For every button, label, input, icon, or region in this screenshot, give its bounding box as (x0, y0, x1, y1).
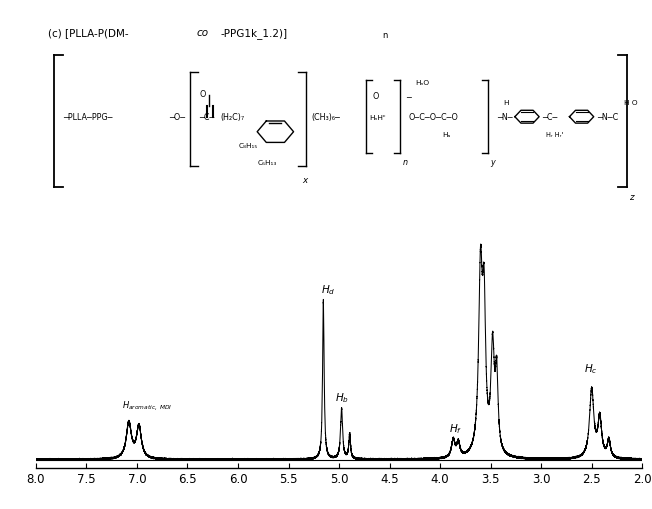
Text: O: O (200, 90, 206, 98)
Text: $\mathregular{H_c}$: $\mathregular{H_c}$ (584, 361, 597, 375)
Text: x: x (303, 175, 308, 184)
Text: H: H (503, 100, 509, 105)
Text: $\mathregular{H_d}$: $\mathregular{H_d}$ (321, 283, 335, 297)
Text: HₙHᶜ: HₙHᶜ (369, 115, 386, 121)
Text: $\mathregular{H_b}$: $\mathregular{H_b}$ (335, 390, 349, 404)
Text: HₙO: HₙO (415, 80, 429, 86)
Text: O─C─O─C─O: O─C─O─C─O (409, 113, 458, 122)
Text: C₆H₁₃: C₆H₁₃ (257, 159, 276, 165)
Text: ─PLLA─PPG─: ─PLLA─PPG─ (63, 113, 113, 122)
Text: -PPG1k_1.2)]: -PPG1k_1.2)] (221, 27, 288, 39)
Text: H O: H O (624, 100, 638, 105)
Text: z: z (629, 192, 634, 201)
Text: ─C─: ─C─ (542, 113, 557, 122)
Text: ─O─: ─O─ (170, 113, 185, 122)
Text: ─: ─ (406, 92, 411, 101)
Text: co: co (196, 27, 209, 38)
Text: n: n (383, 31, 388, 40)
Text: ─N─C: ─N─C (597, 113, 618, 122)
Text: Hᵣ Hᵣ': Hᵣ Hᵣ' (546, 132, 564, 137)
Text: (c) [PLLA-P(DM-: (c) [PLLA-P(DM- (48, 27, 128, 38)
Text: $\mathregular{H_f}$: $\mathregular{H_f}$ (449, 421, 462, 435)
Text: Hₐ: Hₐ (442, 132, 451, 137)
Text: n: n (403, 158, 408, 167)
Text: y: y (491, 158, 496, 167)
Text: ─N─: ─N─ (497, 113, 512, 122)
Text: $\mathregular{H_{aromatic,\ MDI}}$: $\mathregular{H_{aromatic,\ MDI}}$ (122, 399, 172, 413)
Text: C₈H₁₅: C₈H₁₅ (239, 143, 258, 148)
Text: O: O (372, 92, 379, 101)
Text: ─C─: ─C─ (200, 113, 215, 122)
Text: (H₂C)₇: (H₂C)₇ (221, 113, 245, 122)
Text: (CH₃)₆─: (CH₃)₆─ (312, 113, 340, 122)
